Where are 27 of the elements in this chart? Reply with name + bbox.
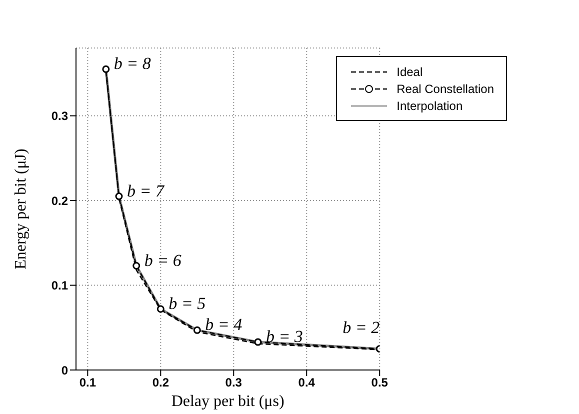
y-tick-label: 0.1: [51, 278, 68, 293]
y-tick-label: 0.3: [51, 109, 68, 124]
legend-label: Interpolation: [396, 98, 463, 112]
annotation: b = 8: [114, 54, 152, 74]
x-tick-label: 0.4: [298, 376, 316, 390]
y-tick-label: 0.2: [51, 194, 68, 208]
annotation: b = 6: [144, 250, 182, 270]
point: [115, 192, 123, 200]
annotation: b = 2: [342, 318, 380, 337]
legend-label: Ideal: [396, 64, 423, 78]
x-tick-label: 0.2: [152, 376, 170, 390]
point: [132, 262, 140, 270]
annotation: b = 3: [266, 327, 303, 346]
y-tick-label: 0: [61, 363, 68, 378]
legend-label: Real Constellation: [396, 82, 494, 96]
annotation: b = 5: [168, 294, 206, 314]
point: [102, 65, 110, 73]
y-axis-title: Energy per bit (μJ): [12, 148, 30, 270]
annotation: b = 7: [126, 181, 166, 200]
point: [193, 326, 201, 334]
x-axis-title: Delay per bit (μs): [171, 393, 284, 410]
x-tick-label: 0.1: [79, 376, 96, 390]
x-tick-label: 0.5: [371, 376, 388, 390]
point: [156, 305, 164, 313]
point: [254, 338, 262, 346]
annotation: b = 4: [205, 315, 243, 334]
x-tick-label: 0.3: [225, 376, 242, 390]
